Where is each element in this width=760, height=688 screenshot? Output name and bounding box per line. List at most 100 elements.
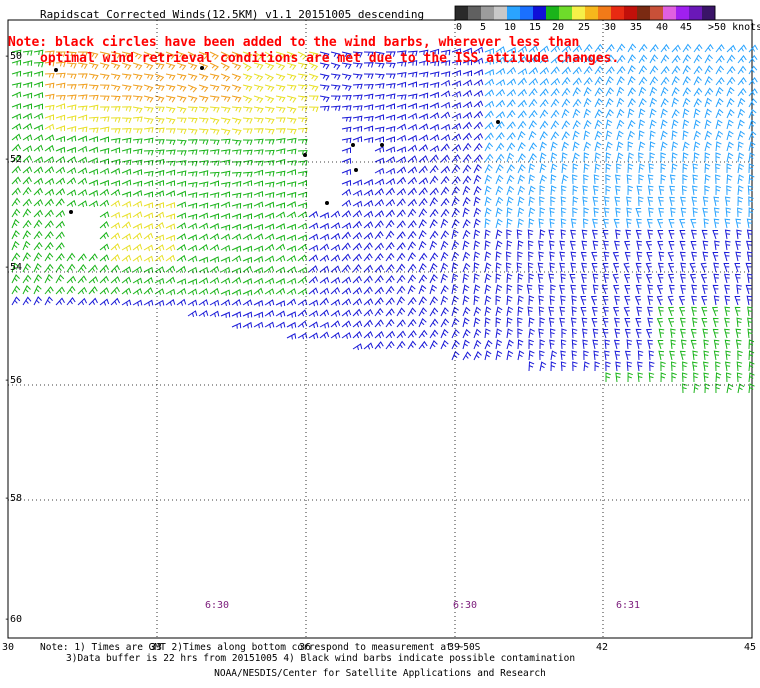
wind-barb: [682, 163, 689, 174]
wind-barb: [715, 86, 724, 97]
wind-barb: [591, 318, 598, 328]
wind-barb: [363, 93, 374, 100]
wind-barb: [396, 113, 407, 121]
wind-barb: [693, 43, 703, 53]
wind-barb: [726, 383, 734, 394]
wind-barb: [484, 110, 494, 119]
wind-barb: [429, 164, 439, 174]
wind-barb: [363, 51, 374, 58]
wind-barb: [737, 152, 745, 163]
wind-barb: [396, 252, 406, 262]
wind-barb: [132, 116, 143, 123]
wind-barb: [594, 76, 604, 86]
wind-barb: [484, 142, 494, 152]
wind-barb: [418, 329, 428, 339]
wind-barb: [264, 288, 275, 295]
wind-barb: [242, 213, 252, 220]
wind-barb: [484, 273, 492, 284]
wind-barb: [396, 220, 406, 229]
wind-barb: [132, 223, 143, 230]
wind-barb: [704, 383, 711, 394]
wind-barb: [506, 317, 513, 328]
wind-barb: [660, 130, 668, 141]
wind-barb: [583, 43, 593, 53]
wind-barb: [363, 286, 373, 295]
wind-barb: [286, 333, 297, 340]
wind-barb: [656, 284, 663, 295]
wind-barb: [22, 198, 32, 207]
wind-barb: [440, 328, 449, 339]
wind-barb: [560, 295, 566, 306]
wind-barb: [33, 92, 44, 99]
wind-barb: [594, 130, 603, 141]
wind-barb: [231, 276, 242, 284]
wind-barb: [308, 332, 319, 340]
wind-barb: [451, 133, 462, 141]
wind-barb: [341, 62, 352, 70]
wind-barb: [352, 320, 363, 328]
wind-barb: [55, 253, 65, 262]
wind-barb: [506, 295, 513, 306]
wind-barb: [253, 180, 263, 187]
wind-barb: [77, 135, 88, 142]
wind-barb: [528, 207, 536, 218]
wind-barb: [121, 51, 132, 59]
wind-barb: [506, 174, 515, 185]
colorbar-label: 40: [656, 22, 668, 33]
wind-barb: [143, 127, 154, 133]
wind-barb: [198, 202, 209, 209]
wind-barb: [700, 273, 707, 284]
wind-barb: [702, 361, 709, 372]
wind-barb: [636, 339, 642, 350]
wind-barb: [253, 300, 264, 307]
wind-barb: [624, 240, 631, 251]
wind-barb: [726, 174, 733, 185]
wind-barb: [407, 241, 417, 251]
wind-barb: [286, 234, 297, 241]
wind-barb: [560, 361, 567, 372]
wind-barb: [550, 66, 560, 75]
wind-barb: [77, 105, 88, 112]
wind-barb: [484, 100, 495, 108]
wind-barb: [591, 251, 598, 262]
wind-barb: [605, 141, 613, 152]
wind-barb: [528, 120, 537, 130]
wind-barb: [429, 230, 439, 240]
wind-barb: [385, 297, 395, 306]
wind-barb: [726, 76, 736, 86]
wind-barb: [286, 277, 297, 285]
wind-barb: [77, 145, 88, 153]
wind-barb: [691, 251, 697, 262]
wind-barb: [264, 265, 275, 273]
wind-barb: [594, 43, 604, 53]
wind-barb: [713, 262, 719, 273]
wind-barb: [702, 207, 708, 218]
wind-barb: [418, 208, 428, 218]
wind-barb: [623, 273, 631, 284]
wind-barb: [352, 189, 363, 197]
wind-barb: [44, 123, 55, 131]
wind-barb: [693, 108, 701, 119]
wind-barb: [594, 65, 604, 75]
wind-barb: [561, 185, 567, 196]
wind-barb: [385, 263, 395, 273]
wind-barb: [723, 263, 730, 273]
wind-barb: [623, 262, 630, 273]
wind-barb: [691, 295, 697, 306]
wind-barb: [440, 240, 449, 251]
wind-barb: [275, 62, 286, 71]
wind-barb: [605, 75, 614, 86]
wind-barb: [704, 54, 713, 64]
footer-note-2: 3)Data buffer is 22 hrs from 20151005 4)…: [66, 653, 575, 664]
wind-barb: [670, 361, 677, 372]
wind-barb: [648, 163, 655, 174]
wind-barb: [242, 73, 253, 82]
wind-barb: [385, 252, 395, 262]
wind-barb: [473, 251, 481, 262]
wind-barb: [451, 306, 459, 317]
wind-barb: [154, 179, 165, 187]
wind-barb: [528, 339, 534, 350]
wind-barb: [330, 320, 341, 328]
wind-barb: [583, 65, 593, 75]
wind-barb: [66, 167, 77, 175]
